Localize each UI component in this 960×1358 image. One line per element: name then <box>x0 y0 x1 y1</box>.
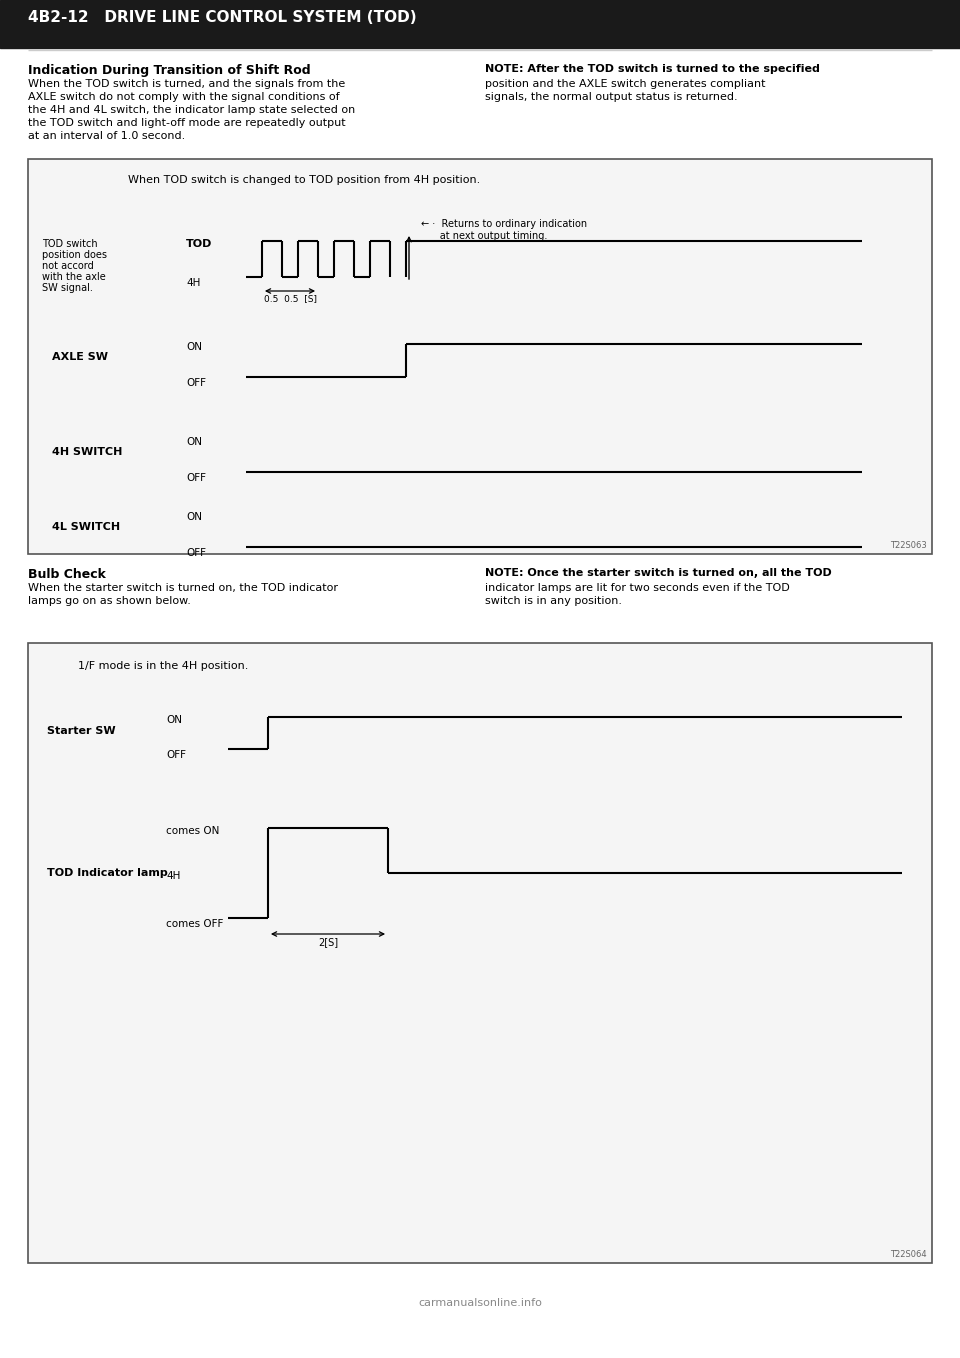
Text: switch is in any position.: switch is in any position. <box>485 596 622 606</box>
Text: OFF: OFF <box>166 750 186 760</box>
Text: OFF: OFF <box>186 378 206 388</box>
Text: 2[S]: 2[S] <box>318 937 338 947</box>
Text: Indication During Transition of Shift Rod: Indication During Transition of Shift Ro… <box>28 64 311 77</box>
Text: ← ·  Returns to ordinary indication: ← · Returns to ordinary indication <box>421 219 588 230</box>
Text: T22S063: T22S063 <box>890 540 927 550</box>
Text: position does: position does <box>42 250 107 259</box>
Text: not accord: not accord <box>42 261 94 272</box>
Text: ON: ON <box>186 512 202 521</box>
Text: signals, the normal output status is returned.: signals, the normal output status is ret… <box>485 92 737 102</box>
Text: Bulb Check: Bulb Check <box>28 568 106 581</box>
Text: When TOD switch is changed to TOD position from 4H position.: When TOD switch is changed to TOD positi… <box>128 175 480 185</box>
Text: position and the AXLE switch generates compliant: position and the AXLE switch generates c… <box>485 79 765 90</box>
Text: 4H: 4H <box>186 278 201 288</box>
Text: lamps go on as shown below.: lamps go on as shown below. <box>28 596 191 606</box>
Text: the 4H and 4L switch, the indicator lamp state selected on: the 4H and 4L switch, the indicator lamp… <box>28 105 355 115</box>
Bar <box>28 159 932 554</box>
Text: the TOD switch and light-off mode are repeatedly output: the TOD switch and light-off mode are re… <box>28 118 346 128</box>
Bar <box>28 642 932 1263</box>
Text: ON: ON <box>186 342 202 352</box>
Text: SW signal.: SW signal. <box>42 282 93 293</box>
Text: at next output timing.: at next output timing. <box>421 231 547 240</box>
Text: When the starter switch is turned on, the TOD indicator: When the starter switch is turned on, th… <box>28 583 338 593</box>
Text: comes ON: comes ON <box>166 826 220 837</box>
Text: 4B2-12   DRIVE LINE CONTROL SYSTEM (TOD): 4B2-12 DRIVE LINE CONTROL SYSTEM (TOD) <box>28 10 417 24</box>
Text: TOD switch: TOD switch <box>42 239 98 249</box>
Text: When the TOD switch is turned, and the signals from the: When the TOD switch is turned, and the s… <box>28 79 346 90</box>
Text: 4L SWITCH: 4L SWITCH <box>52 521 120 532</box>
Text: T22S064: T22S064 <box>890 1249 927 1259</box>
Text: comes OFF: comes OFF <box>166 919 224 929</box>
Text: 4H: 4H <box>166 870 180 881</box>
Bar <box>0 0 960 48</box>
Text: NOTE: After the TOD switch is turned to the specified: NOTE: After the TOD switch is turned to … <box>485 64 820 73</box>
Text: Starter SW: Starter SW <box>47 727 115 736</box>
Text: at an interval of 1.0 second.: at an interval of 1.0 second. <box>28 130 185 141</box>
Text: 4H SWITCH: 4H SWITCH <box>52 447 122 458</box>
Text: with the axle: with the axle <box>42 272 106 282</box>
Text: indicator lamps are lit for two seconds even if the TOD: indicator lamps are lit for two seconds … <box>485 583 790 593</box>
Text: ON: ON <box>186 437 202 447</box>
Text: 0.5  0.5  [S]: 0.5 0.5 [S] <box>264 293 317 303</box>
Text: AXLE SW: AXLE SW <box>52 352 108 363</box>
Text: OFF: OFF <box>186 473 206 483</box>
Text: TOD: TOD <box>186 239 212 249</box>
Text: OFF: OFF <box>186 549 206 558</box>
Text: NOTE: Once the starter switch is turned on, all the TOD: NOTE: Once the starter switch is turned … <box>485 568 831 579</box>
Text: ON: ON <box>166 716 182 725</box>
Text: 1/F mode is in the 4H position.: 1/F mode is in the 4H position. <box>78 661 249 671</box>
Text: carmanualsonline.info: carmanualsonline.info <box>418 1298 542 1308</box>
Text: TOD Indicator lamp: TOD Indicator lamp <box>47 868 168 879</box>
Text: AXLE switch do not comply with the signal conditions of: AXLE switch do not comply with the signa… <box>28 92 340 102</box>
